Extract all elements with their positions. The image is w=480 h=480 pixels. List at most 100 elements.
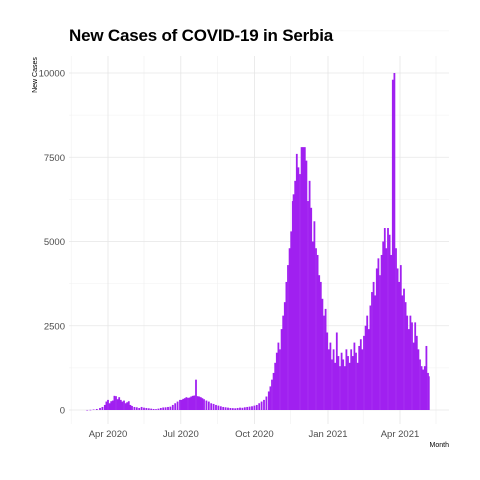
bar xyxy=(129,404,132,410)
bar xyxy=(359,339,362,410)
bar xyxy=(167,406,169,410)
bar xyxy=(345,349,348,410)
bar xyxy=(239,407,241,410)
bar xyxy=(420,366,423,410)
bar xyxy=(138,407,141,410)
bar xyxy=(391,79,394,411)
bar xyxy=(246,406,249,410)
bar xyxy=(229,407,232,410)
bar xyxy=(231,408,234,410)
bar xyxy=(300,147,303,410)
bar xyxy=(327,349,330,410)
bar xyxy=(377,258,380,410)
bar xyxy=(140,406,143,410)
x-tick-label: Apr 2020 xyxy=(89,429,128,440)
bar xyxy=(164,407,167,410)
bar xyxy=(210,403,213,410)
x-tick-label: Jul 2020 xyxy=(163,429,199,440)
bar xyxy=(201,398,204,410)
bar xyxy=(311,241,314,410)
bar xyxy=(205,400,208,410)
bar xyxy=(383,228,386,410)
bar xyxy=(126,402,129,410)
bar xyxy=(380,254,383,410)
y-tick-label: 7500 xyxy=(44,153,65,164)
bar xyxy=(180,399,183,410)
bar xyxy=(267,391,270,410)
bar xyxy=(297,167,300,410)
bar xyxy=(423,366,426,410)
bar xyxy=(283,302,286,410)
bar xyxy=(275,352,278,410)
bar xyxy=(412,342,415,410)
bar xyxy=(110,401,113,410)
bar xyxy=(350,349,353,410)
bar xyxy=(219,406,222,410)
bar xyxy=(282,315,285,410)
bar xyxy=(369,305,372,410)
bar xyxy=(135,407,138,410)
bar xyxy=(407,329,410,410)
bar xyxy=(107,399,109,410)
bar xyxy=(248,406,251,410)
bar xyxy=(188,397,191,410)
bar xyxy=(294,180,297,410)
bar xyxy=(319,281,322,410)
bar xyxy=(401,295,404,410)
x-axis-ticks: Apr 2020 Jul 2020 Oct 2020 Jan 2021 Apr 2021 xyxy=(89,429,420,440)
bar xyxy=(385,248,388,410)
bar xyxy=(133,406,136,410)
bar xyxy=(411,322,413,410)
bar xyxy=(169,406,172,410)
bar xyxy=(224,407,227,410)
bar xyxy=(414,322,417,410)
bar xyxy=(334,362,337,410)
bar xyxy=(121,401,124,410)
bar xyxy=(403,288,405,410)
bar xyxy=(187,397,189,410)
bar xyxy=(274,362,277,410)
bar xyxy=(243,407,246,410)
bar xyxy=(196,396,199,410)
bar xyxy=(285,281,288,410)
bar xyxy=(251,406,253,410)
bar xyxy=(310,207,313,410)
bar xyxy=(355,352,357,410)
bar xyxy=(162,407,165,410)
bar xyxy=(236,407,239,410)
bar xyxy=(302,147,305,410)
bar xyxy=(351,356,354,410)
bar xyxy=(253,405,256,410)
bar xyxy=(193,395,196,410)
bar xyxy=(332,349,335,410)
bar xyxy=(366,315,369,410)
bar xyxy=(179,399,181,410)
bar xyxy=(303,147,306,410)
bar xyxy=(119,399,122,410)
y-tick-label: 0 xyxy=(60,406,65,417)
bar xyxy=(101,406,104,410)
bar xyxy=(131,405,133,410)
bar xyxy=(212,403,215,410)
bar xyxy=(176,401,179,410)
x-axis-title: Month xyxy=(430,442,450,449)
bar xyxy=(190,396,193,410)
bar xyxy=(318,275,321,410)
bar xyxy=(372,281,375,410)
bar xyxy=(363,335,365,410)
bar xyxy=(422,369,425,410)
bar xyxy=(353,342,356,410)
bar xyxy=(343,366,346,410)
bar xyxy=(234,408,237,410)
bar xyxy=(419,359,421,410)
bar xyxy=(280,329,283,410)
bar xyxy=(367,329,370,410)
x-tick-label: Jan 2021 xyxy=(308,429,347,440)
bar xyxy=(326,332,329,410)
bar xyxy=(409,315,412,410)
bar xyxy=(316,254,319,410)
bar xyxy=(364,325,367,410)
bar xyxy=(95,408,98,410)
bar xyxy=(313,221,316,410)
